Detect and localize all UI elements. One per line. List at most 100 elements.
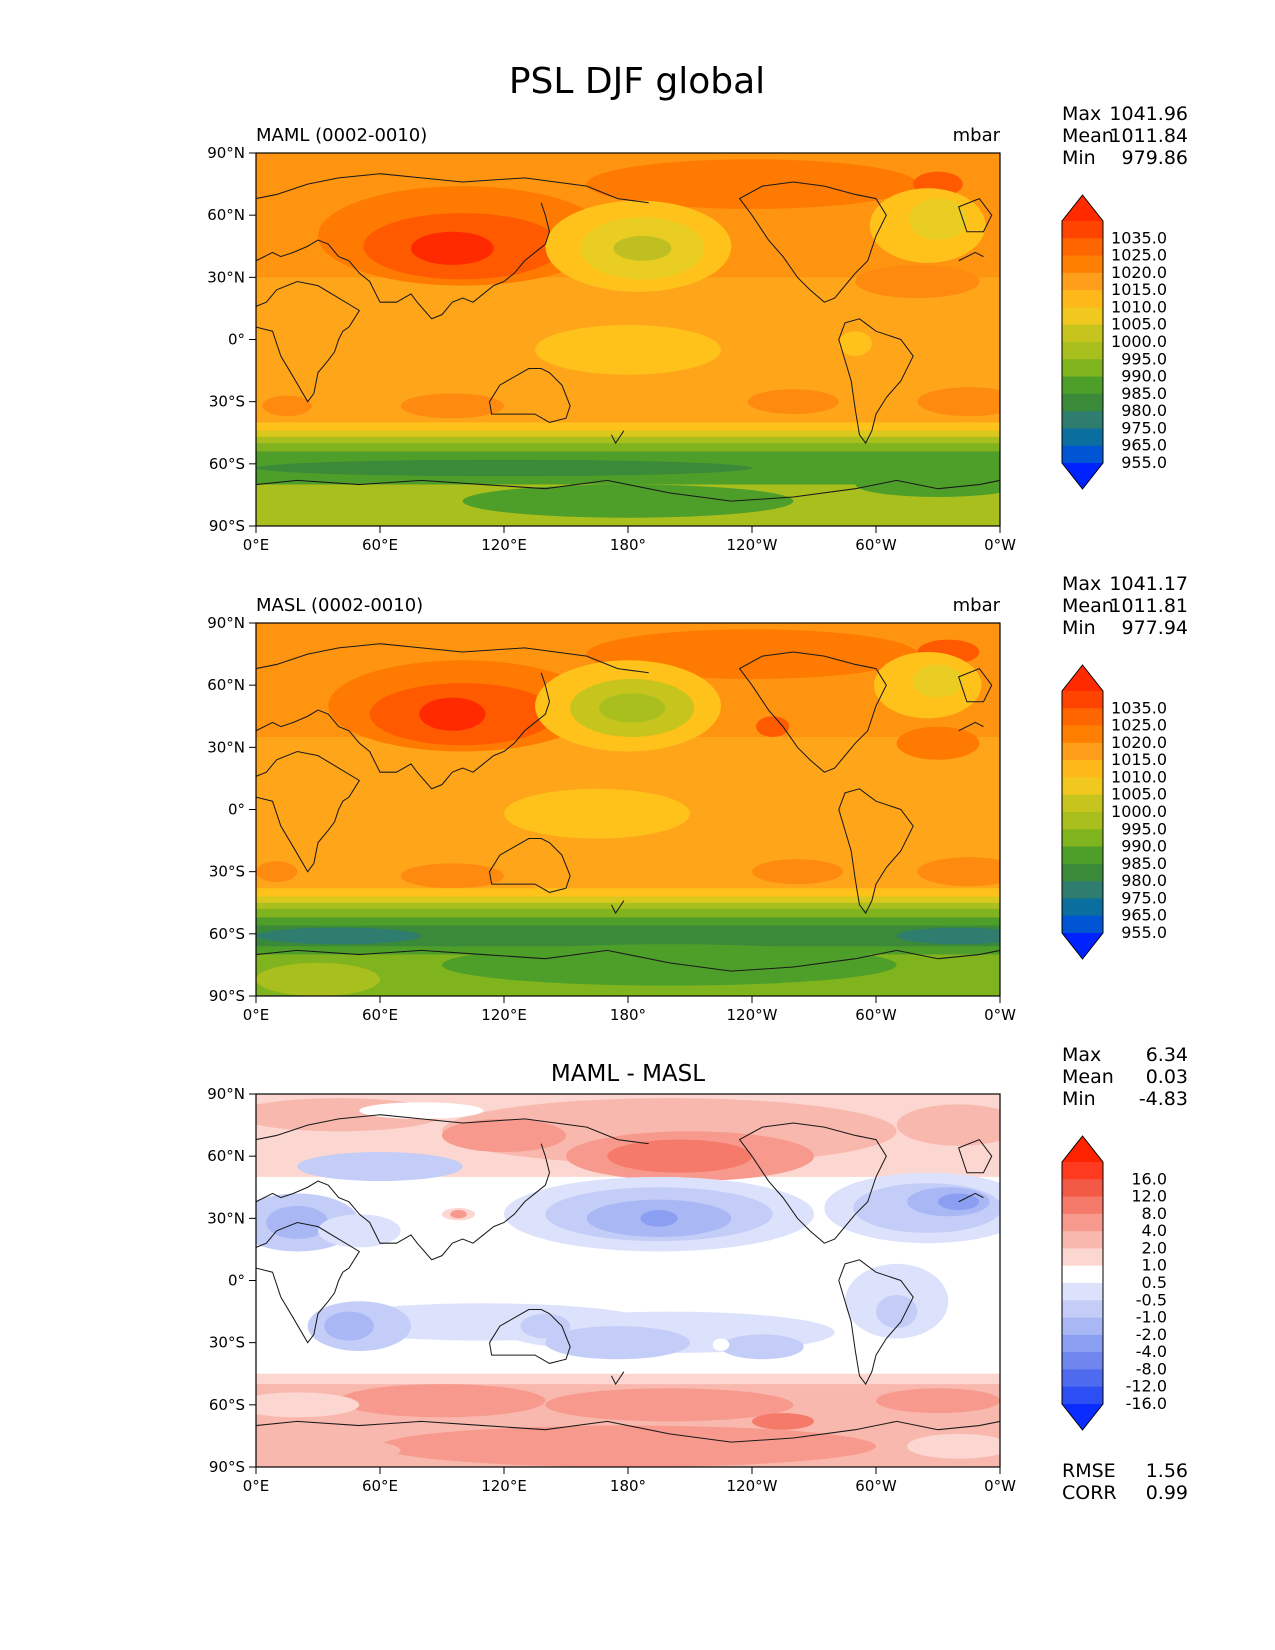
colorbar-swatch <box>1062 1265 1103 1284</box>
colorbar-swatch <box>1062 1334 1103 1353</box>
colorbar-label: 1010.0 <box>1111 297 1167 316</box>
colorbar-label: -1.0 <box>1136 1308 1167 1327</box>
stat-label: Max <box>1062 103 1101 125</box>
lon-tick-label: 120°W <box>727 1477 778 1495</box>
axes-and-colorbars: 90°N60°N30°N0°30°S60°S90°S0°E 60°E 120°E 18… <box>207 103 1188 1504</box>
stat-value: 979.86 <box>1122 147 1188 169</box>
lon-tick-label: 0°W <box>984 536 1016 554</box>
colorbar-outline <box>1061 194 1104 490</box>
stat-label: Min <box>1062 1088 1096 1110</box>
panel-units: mbar <box>953 595 1001 616</box>
colorbar-swatch <box>1062 915 1103 934</box>
lat-tick-label: 30°N <box>207 1209 245 1227</box>
colorbar-label: 1035.0 <box>1111 228 1167 247</box>
colorbar-label: 990.0 <box>1121 367 1167 386</box>
map-difference <box>256 1094 1000 1467</box>
colorbar-label: 2.0 <box>1142 1238 1167 1257</box>
stat-value: 977.94 <box>1122 617 1188 639</box>
colorbar-swatch <box>1062 1300 1103 1319</box>
lon-tick-label: 60°W <box>855 536 897 554</box>
colorbar-label: 1010.0 <box>1111 767 1167 786</box>
panel-difference: MAML - MASL <box>255 1061 1001 1468</box>
stat-label: Mean <box>1062 1066 1114 1088</box>
colorbar-label: 1005.0 <box>1111 315 1167 334</box>
stat-value: 1041.96 <box>1109 103 1188 125</box>
colorbar-label: 975.0 <box>1121 888 1167 907</box>
stat-value: 1.56 <box>1146 1460 1188 1482</box>
colorbar-swatch <box>1062 1162 1103 1180</box>
panel-axes: 90°N 60°N 30°N 0° 30°S 60°S 90°S0°E 60°E 120°E 18… <box>207 1044 1188 1504</box>
colorbar-label: 955.0 <box>1121 923 1167 942</box>
colorbar-extend-min <box>1062 463 1103 489</box>
colorbar-swatch <box>1062 272 1103 291</box>
colorbar-label: 1000.0 <box>1111 332 1167 351</box>
stat-value: 0.03 <box>1146 1066 1188 1088</box>
lon-tick-label: 0°W <box>984 1006 1016 1024</box>
panel-maml: MAML (0002-0010) mbar <box>255 125 1001 527</box>
lat-tick-label: 30°S <box>209 393 245 411</box>
colorbar-extend-min <box>1062 1404 1103 1430</box>
lon-tick-label: 180° <box>610 1006 646 1024</box>
colorbar-label: 1025.0 <box>1111 246 1167 265</box>
stat-value: 0.99 <box>1146 1482 1188 1504</box>
colorbar-label: 1020.0 <box>1111 263 1167 282</box>
colorbar-swatch <box>1062 376 1103 395</box>
lon-tick-label: 120°E <box>481 536 527 554</box>
colorbar-label: 985.0 <box>1121 384 1167 403</box>
colorbar-label: 980.0 <box>1121 871 1167 890</box>
colorbar-swatch <box>1062 428 1103 447</box>
colorbar-swatch <box>1062 342 1103 360</box>
colorbar-label: 980.0 <box>1121 401 1167 420</box>
lon-tick-label: 60°E <box>362 1477 398 1495</box>
colorbar-swatch <box>1062 1317 1103 1336</box>
lat-tick-label: 60°N <box>207 1147 245 1165</box>
colorbar-swatch <box>1062 307 1103 326</box>
colorbar-swatch <box>1062 255 1103 274</box>
lat-tick-label: 90°N <box>207 614 245 632</box>
colorbar-swatch <box>1062 445 1103 464</box>
lon-tick-label: 0°E <box>243 536 270 554</box>
colorbar-swatch <box>1062 1283 1103 1301</box>
colorbar-label: 995.0 <box>1121 349 1167 368</box>
map-maml <box>256 153 1000 526</box>
lat-tick-label: 90°S <box>209 517 245 535</box>
colorbar-label: 985.0 <box>1121 854 1167 873</box>
colorbar-label: 995.0 <box>1121 819 1167 838</box>
colorbar-swatch <box>1062 290 1103 308</box>
lat-tick-label: 0° <box>228 1272 245 1290</box>
lon-tick-label: 60°E <box>362 536 398 554</box>
lat-tick-label: 90°S <box>209 1458 245 1476</box>
colorbar-label: 965.0 <box>1121 906 1167 925</box>
stat-label: Min <box>1062 617 1096 639</box>
panel-title: MAML - MASL <box>551 1061 705 1087</box>
colorbar: 16.012.08.04.02.01.00.5-0.5-1.0-2.0-4.0-… <box>1061 1135 1167 1431</box>
stat-value: 1041.17 <box>1109 573 1188 595</box>
lon-tick-label: 0°E <box>243 1477 270 1495</box>
lat-tick-label: 30°S <box>209 1334 245 1352</box>
lat-tick-label: 60°S <box>209 925 245 943</box>
colorbar-swatch <box>1062 794 1103 813</box>
lon-tick-label: 60°W <box>855 1006 897 1024</box>
colorbar-swatch <box>1062 725 1103 744</box>
colorbar-swatch <box>1062 359 1103 378</box>
colorbar-swatch <box>1062 846 1103 865</box>
lat-tick-label: 60°N <box>207 206 245 224</box>
colorbar-swatch <box>1062 742 1103 761</box>
lat-tick-label: 0° <box>228 331 245 349</box>
colorbar-swatch <box>1062 829 1103 848</box>
colorbar-label: 1015.0 <box>1111 750 1167 769</box>
colorbar-label: 955.0 <box>1121 453 1167 472</box>
colorbar-swatch <box>1062 1196 1103 1215</box>
colorbar-label: -2.0 <box>1136 1325 1167 1344</box>
colorbar-label: 990.0 <box>1121 837 1167 856</box>
colorbar-label: 4.0 <box>1142 1221 1167 1240</box>
colorbar-swatch <box>1062 1213 1103 1232</box>
lon-tick-label: 180° <box>610 1477 646 1495</box>
panel-axes: 90°N 60°N 30°N 0° 30°S 60°S 90°S0°E 60°E 120°E 18… <box>207 103 1188 554</box>
lon-tick-label: 120°W <box>727 536 778 554</box>
colorbar-label: 1000.0 <box>1111 802 1167 821</box>
stat-value: -4.83 <box>1139 1088 1188 1110</box>
colorbar-swatch <box>1062 863 1103 882</box>
colorbar: 1035.01025.01020.01015.01010.01005.01000… <box>1061 194 1167 490</box>
